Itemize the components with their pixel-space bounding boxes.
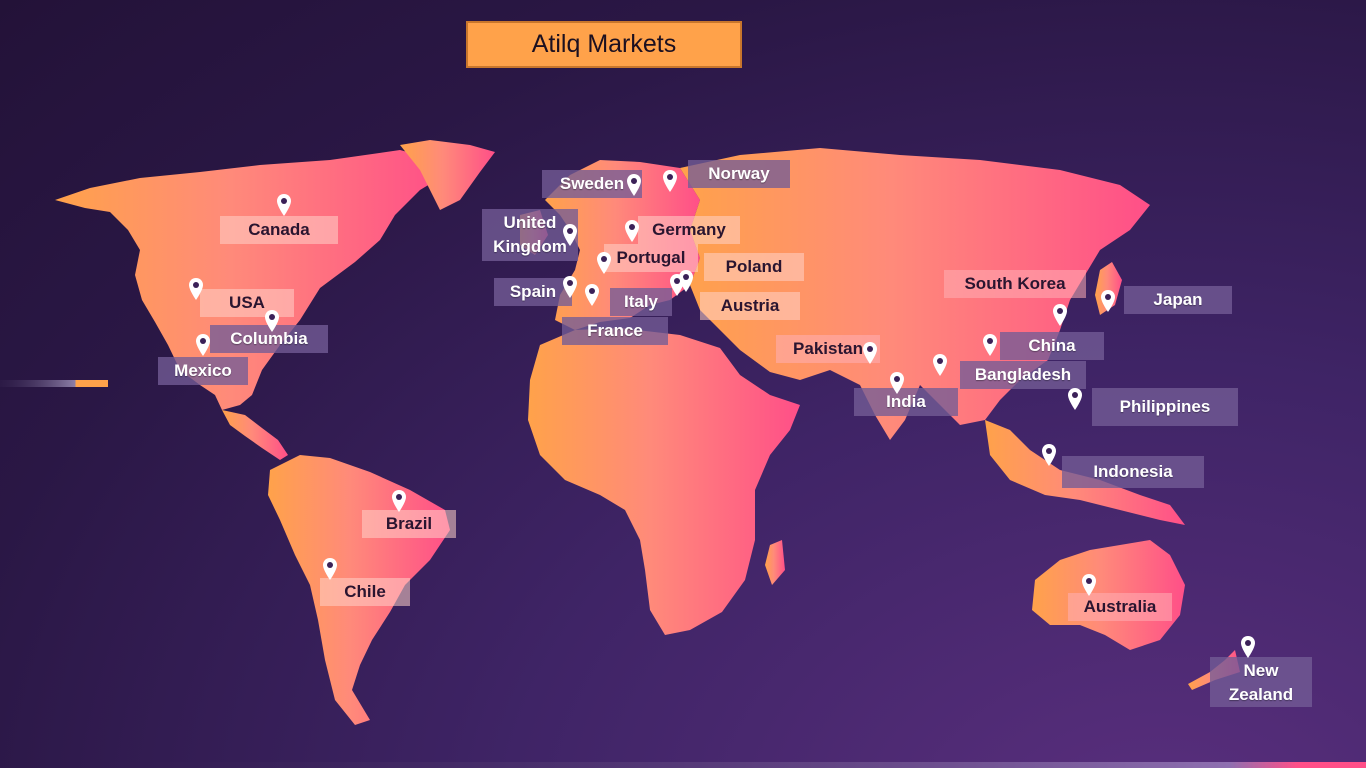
map-pin-icon — [983, 334, 997, 356]
map-pin-icon — [863, 342, 877, 364]
label-sweden: Sweden — [542, 170, 642, 198]
map-pin-icon — [625, 220, 639, 242]
label-mexico: Mexico — [158, 357, 248, 385]
label-philippines: Philippines — [1092, 388, 1238, 426]
label-japan: Japan — [1124, 286, 1232, 314]
north-america — [55, 150, 445, 410]
label-germany: Germany — [638, 216, 740, 244]
label-france: France — [562, 317, 668, 345]
map-pin-icon — [277, 194, 291, 216]
label-china: China — [1000, 332, 1104, 360]
map-pin-icon — [933, 354, 947, 376]
label-usa: USA — [200, 289, 294, 317]
label-india: India — [854, 388, 958, 416]
japan — [1095, 262, 1122, 315]
map-pin-icon — [563, 224, 577, 246]
label-south-korea: South Korea — [944, 270, 1086, 298]
page-title: Atilq Markets — [466, 21, 742, 68]
greenland — [400, 140, 495, 210]
map-pin-icon — [1101, 290, 1115, 312]
label-poland: Poland — [704, 253, 804, 281]
label-australia: Australia — [1068, 593, 1172, 621]
label-new-zealand: New Zealand — [1210, 657, 1312, 707]
label-chile: Chile — [320, 578, 410, 606]
map-pin-icon — [679, 270, 693, 292]
label-portugal: Portugal — [604, 244, 698, 272]
label-austria: Austria — [700, 292, 800, 320]
map-pin-icon — [196, 334, 210, 356]
label-united-kingdom: United Kingdom — [482, 209, 578, 261]
central-america — [222, 410, 288, 460]
map-pin-icon — [1042, 444, 1056, 466]
decorative-bar — [0, 380, 108, 387]
label-italy: Italy — [610, 288, 672, 316]
map-pin-icon — [890, 372, 904, 394]
label-norway: Norway — [688, 160, 790, 188]
label-pakistan: Pakistan — [776, 335, 880, 363]
map-pin-icon — [670, 274, 684, 296]
label-bangladesh: Bangladesh — [960, 361, 1086, 389]
map-pin-icon — [563, 276, 577, 298]
map-pin-icon — [1068, 388, 1082, 410]
map-pin-icon — [663, 170, 677, 192]
madagascar — [765, 540, 785, 585]
africa — [528, 328, 800, 635]
label-brazil: Brazil — [362, 510, 456, 538]
map-pin-icon — [1082, 574, 1096, 596]
label-canada: Canada — [220, 216, 338, 244]
map-pin-icon — [585, 284, 599, 306]
southeast-asia — [985, 420, 1185, 525]
map-pin-icon — [1053, 304, 1067, 326]
map-pin-icon — [627, 174, 641, 196]
label-spain: Spain — [494, 278, 572, 306]
map-pin-icon — [597, 252, 611, 274]
decorative-bottom-bar — [0, 762, 1366, 768]
map-pin-icon — [189, 278, 203, 300]
map-pin-icon — [265, 310, 279, 332]
map-pin-icon — [323, 558, 337, 580]
map-pin-icon — [1241, 636, 1255, 658]
map-pin-icon — [392, 490, 406, 512]
label-columbia: Columbia — [210, 325, 328, 353]
label-indonesia: Indonesia — [1062, 456, 1204, 488]
